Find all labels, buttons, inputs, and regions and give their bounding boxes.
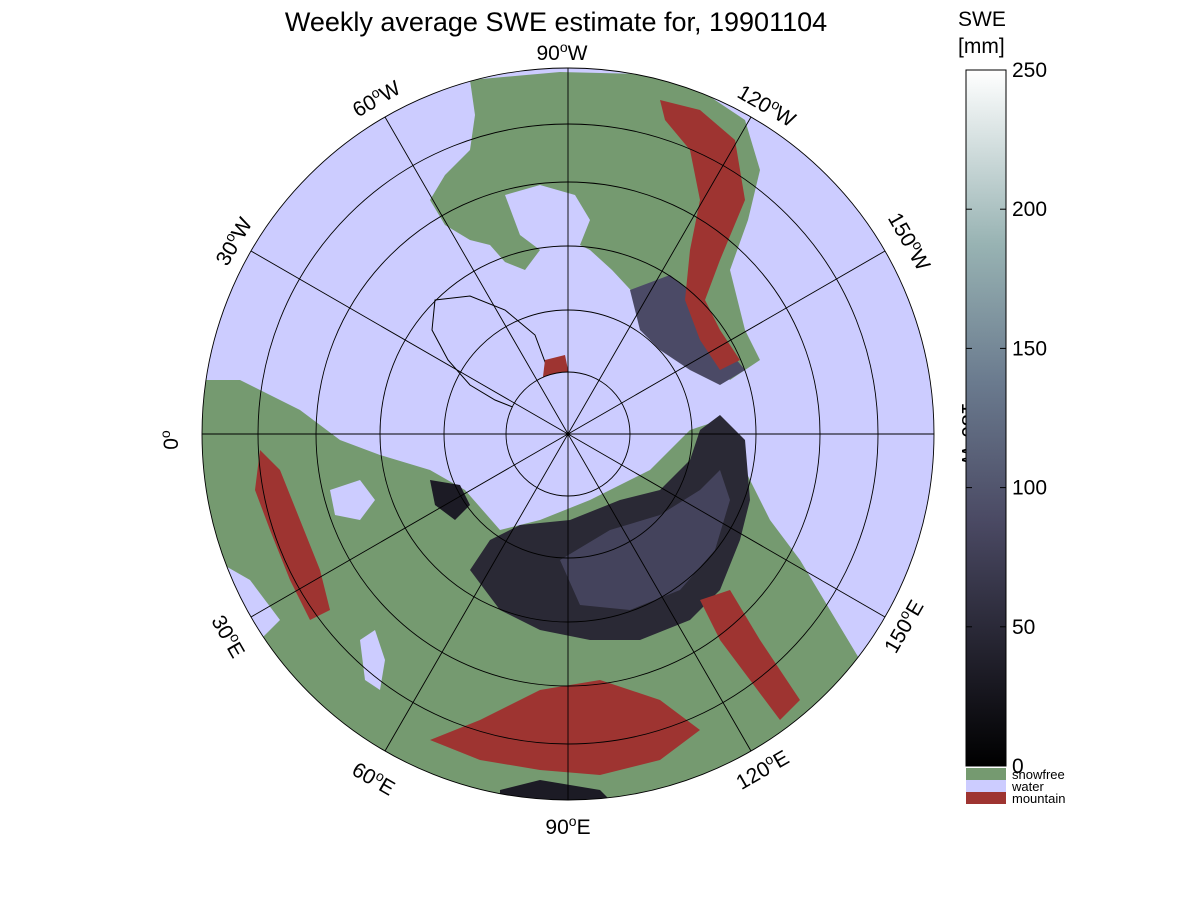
label-30e: 30oE xyxy=(206,610,251,662)
graticule xyxy=(201,67,935,801)
label-60e: 60oE xyxy=(348,756,400,801)
colorbar-ticks: 0 50 100 150 200 250 xyxy=(966,59,1047,778)
legend-label-water: water xyxy=(1011,779,1044,794)
mountain-rockies xyxy=(660,100,745,370)
colorbar-tick-label: 250 xyxy=(1012,59,1047,82)
map-title: Weekly average SWE estimate for, 1990110… xyxy=(285,7,827,37)
colorbar-tick-label: 50 xyxy=(1012,616,1035,639)
colorbar-tick-label: 100 xyxy=(1012,477,1047,500)
colorbar-label-unit: [mm] xyxy=(958,35,1005,58)
legend-swatch-water xyxy=(966,780,1006,792)
snow-cover-lighter xyxy=(560,470,730,610)
label-90e: 90oE xyxy=(545,813,590,839)
legend-label-mountain: mountain xyxy=(1012,791,1065,806)
polar-map xyxy=(202,68,934,800)
colorbar: SWE [mm] 0 50 100 150 200 250 snowfreewatermo… xyxy=(958,8,1065,806)
snow-cover-asia-south xyxy=(500,780,620,800)
colorbar-tick-label: 200 xyxy=(1012,198,1047,221)
colorbar-gradient xyxy=(965,69,1007,767)
colorbar-tick-label: 150 xyxy=(1012,337,1047,360)
label-90w: 90oW xyxy=(537,39,588,65)
hudson-bay xyxy=(505,185,590,255)
legend-label-snowfree: snowfree xyxy=(1012,767,1065,782)
label-0: 0o xyxy=(157,430,183,450)
colorbar-label-swe: SWE xyxy=(958,8,1006,31)
mountain-east-siberia xyxy=(700,590,800,720)
legend-swatch-snowfree xyxy=(966,768,1006,780)
legend-swatch-mountain xyxy=(966,792,1006,804)
mountain-scandinavia xyxy=(255,450,330,620)
mountain-central-asia xyxy=(430,680,700,775)
colorbar-tick-label: 0 xyxy=(1012,755,1024,778)
snow-cover-siberia-north xyxy=(430,480,470,520)
caspian-sea xyxy=(360,630,385,690)
meridian-150w-30e xyxy=(250,250,886,618)
baltic-sea xyxy=(330,480,375,520)
